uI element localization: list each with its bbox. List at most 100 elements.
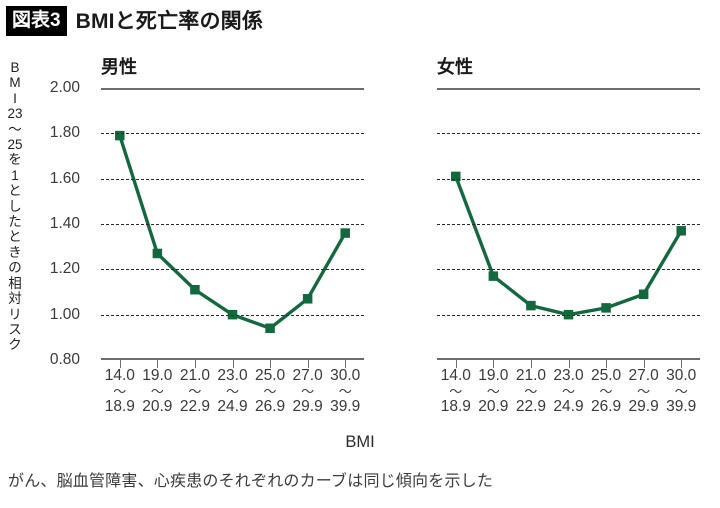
y-axis-tick-label: 0.80 bbox=[49, 351, 80, 368]
data-point-marker bbox=[265, 323, 275, 334]
gridline bbox=[101, 178, 364, 180]
y-caption-char: B bbox=[10, 60, 20, 75]
panel-bottom-rule bbox=[101, 358, 364, 360]
x-label-low: 21.0 bbox=[515, 367, 546, 384]
panel-top-rule bbox=[437, 88, 700, 90]
x-label-high: 22.9 bbox=[179, 397, 210, 415]
x-axis-tick-mark bbox=[681, 360, 683, 368]
x-label-separator: 〜 bbox=[561, 383, 575, 399]
gridline bbox=[437, 224, 700, 225]
x-axis-tick-label: 23.0 〜 24.9 bbox=[205, 368, 261, 414]
gridline bbox=[437, 269, 700, 271]
y-caption-char: リ bbox=[8, 306, 22, 322]
x-label-low: 27.0 bbox=[292, 367, 323, 384]
x-axis-tick-mark bbox=[568, 360, 570, 368]
x-axis-tick-mark bbox=[157, 360, 159, 368]
data-point-marker bbox=[115, 130, 125, 141]
chart-panel-male: 男性 bbox=[101, 58, 364, 368]
y-axis-tick-label: 1.60 bbox=[49, 169, 80, 187]
x-label-separator: 〜 bbox=[225, 383, 239, 399]
x-label-separator: 〜 bbox=[486, 383, 500, 399]
y-axis-tick-label: 1.40 bbox=[49, 215, 80, 232]
data-point-marker bbox=[488, 271, 499, 281]
y-axis-tick-label: 2.00 bbox=[49, 79, 80, 96]
x-axis-tick-mark bbox=[119, 360, 121, 368]
panel-bottom-rule bbox=[437, 358, 700, 360]
y-caption-char: ス bbox=[8, 321, 22, 337]
y-caption-char: し bbox=[8, 198, 22, 214]
x-axis-tick-mark bbox=[194, 360, 196, 368]
x-axis-tick-label: 19.0 〜 20.9 bbox=[129, 368, 185, 414]
x-axis-tick-mark bbox=[530, 360, 532, 368]
gridline bbox=[437, 133, 700, 135]
data-point-marker bbox=[526, 300, 536, 311]
x-axis-tick-mark bbox=[307, 360, 309, 368]
y-caption-char: M bbox=[9, 75, 21, 91]
y-caption-char: ク bbox=[8, 337, 22, 353]
gridline bbox=[101, 133, 364, 135]
y-axis-caption: B M I 23 〜 25 を 1 としたときの相対リスク bbox=[5, 60, 25, 353]
x-label-high: 39.9 bbox=[330, 397, 361, 415]
x-label-separator: 〜 bbox=[524, 383, 538, 399]
x-axis-tick-label: 21.0 〜 22.9 bbox=[167, 368, 223, 414]
x-label-separator: 〜 bbox=[674, 383, 688, 399]
x-axis-tick-label: 27.0 〜 29.9 bbox=[280, 368, 336, 414]
x-label-high: 26.9 bbox=[590, 397, 622, 415]
x-label-high: 39.9 bbox=[666, 397, 697, 415]
y-caption-char: の bbox=[8, 260, 22, 276]
y-caption-char: と bbox=[8, 183, 22, 199]
x-axis-tick-label: 27.0 〜 29.9 bbox=[616, 368, 672, 414]
x-label-high: 18.9 bbox=[440, 397, 471, 415]
x-axis-tick-label: 14.0 〜 18.9 bbox=[92, 368, 148, 414]
y-caption-char: た bbox=[8, 214, 22, 230]
x-label-separator: 〜 bbox=[301, 383, 315, 399]
gridline bbox=[437, 314, 700, 316]
x-label-high: 20.9 bbox=[142, 397, 173, 415]
x-label-separator: 〜 bbox=[449, 383, 463, 399]
x-axis-tick-label: 14.0 〜 18.9 bbox=[428, 368, 484, 414]
x-axis-tick-mark bbox=[493, 360, 495, 368]
x-label-high: 24.9 bbox=[217, 397, 248, 415]
y-caption-char: を bbox=[8, 152, 22, 168]
x-label-separator: 〜 bbox=[338, 383, 352, 399]
x-axis-tick-mark bbox=[643, 360, 645, 368]
x-label-low: 27.0 bbox=[628, 367, 659, 384]
data-point-marker bbox=[601, 303, 611, 313]
x-label-low: 25.0 bbox=[254, 367, 286, 384]
x-label-separator: 〜 bbox=[188, 383, 202, 399]
x-axis-labels-female: 14.0 〜 18.9 19.0 〜 20.9 21.0 〜 22.9 23.0 〜 24.9 25.0… bbox=[437, 368, 700, 430]
y-caption-char: 1 bbox=[11, 167, 19, 183]
x-label-low: 19.0 bbox=[142, 367, 173, 384]
data-point-marker bbox=[451, 171, 461, 182]
x-label-separator: 〜 bbox=[150, 383, 164, 399]
x-label-low: 21.0 bbox=[179, 367, 210, 384]
x-axis-tick-label: 21.0 〜 22.9 bbox=[503, 368, 559, 414]
data-point-marker bbox=[302, 294, 313, 304]
y-caption-char: 23 bbox=[7, 106, 23, 122]
x-axis-tick-label: 25.0 〜 26.9 bbox=[578, 368, 634, 414]
data-point-marker bbox=[340, 228, 350, 238]
x-label-separator: 〜 bbox=[599, 383, 613, 399]
x-label-high: 20.9 bbox=[478, 397, 509, 415]
x-label-low: 19.0 bbox=[478, 367, 509, 384]
x-label-high: 22.9 bbox=[515, 397, 546, 415]
gridline bbox=[101, 314, 364, 316]
x-axis-title: BMI bbox=[345, 433, 375, 451]
panel-top-rule bbox=[101, 88, 364, 90]
x-label-low: 14.0 bbox=[104, 367, 135, 384]
x-label-high: 24.9 bbox=[553, 397, 584, 415]
y-caption-char: I bbox=[13, 90, 17, 106]
chart-panel-female: 女性 bbox=[437, 58, 700, 368]
data-point-marker bbox=[152, 248, 163, 259]
page-title: BMIと死亡率の関係 bbox=[75, 9, 264, 33]
gridline bbox=[101, 224, 364, 225]
figure-badge: 図表3 bbox=[6, 6, 67, 36]
x-axis-tick-label: 30.0 〜 39.9 bbox=[317, 368, 373, 414]
page-header: 図表3 BMIと死亡率の関係 bbox=[6, 6, 263, 36]
gridline bbox=[101, 269, 364, 271]
y-caption-char: 〜 bbox=[8, 121, 22, 137]
x-label-low: 30.0 bbox=[666, 367, 697, 384]
data-point-marker bbox=[676, 226, 686, 236]
data-point-marker bbox=[190, 284, 200, 295]
gridline bbox=[437, 178, 700, 180]
